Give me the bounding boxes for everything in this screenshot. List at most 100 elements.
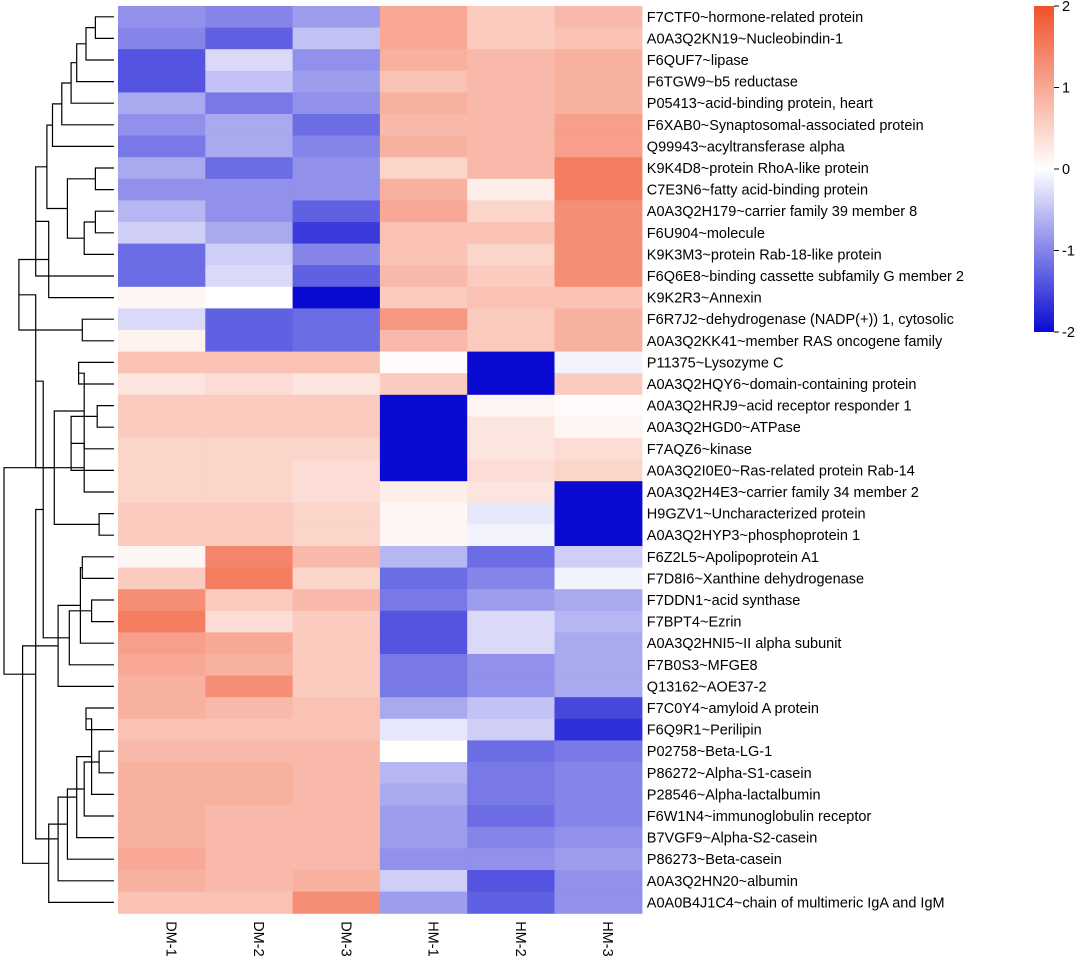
heatmap-cell: [554, 610, 643, 633]
row-label: P05413~acid-binding protein, heart: [647, 96, 873, 112]
row-label: K9K3M3~protein Rab-18-like protein: [647, 247, 882, 263]
dendrogram-branch: [35, 508, 59, 840]
heatmap-cell: [467, 351, 556, 374]
heatmap-cell: [554, 286, 643, 309]
dendrogram-branch: [66, 788, 114, 860]
heatmap-cell: [379, 330, 468, 353]
heatmap-cell: [467, 92, 556, 115]
heatmap-cell: [467, 135, 556, 158]
row-label: P86272~Alpha-S1-casein: [647, 766, 812, 782]
heatmap-cell: [205, 178, 294, 201]
heatmap-cell: [467, 394, 556, 417]
heatmap-cell: [467, 870, 556, 893]
heatmap-cell: [118, 438, 206, 461]
heatmap-cell: [205, 459, 294, 482]
heatmap-cell: [379, 27, 468, 50]
heatmap-cell: [554, 826, 643, 849]
heatmap-cell: [554, 481, 643, 504]
heatmap-cell: [292, 222, 381, 245]
heatmap-cell: [118, 654, 206, 677]
heatmap-cell: [118, 632, 206, 655]
heatmap-cell: [554, 632, 643, 655]
heatmap-cell: [118, 330, 206, 353]
heatmap-cell: [118, 459, 206, 482]
heatmap-cell: [205, 265, 294, 288]
heatmap-cell: [379, 6, 468, 29]
row-label: F6Z2L5~Apolipoprotein A1: [647, 550, 819, 566]
heatmap-cell: [379, 675, 468, 698]
row-label: B7VGF9~Alpha-S2-casein: [647, 831, 817, 847]
heatmap-cell: [292, 308, 381, 331]
heatmap-cell: [554, 718, 643, 741]
heatmap-cell: [205, 6, 294, 29]
row-label: A0A3Q2I0E0~Ras-related protein Rab-14: [647, 463, 915, 479]
heatmap-cell: [118, 286, 206, 309]
heatmap-cell: [467, 675, 556, 698]
heatmap-cell: [292, 654, 381, 677]
row-label: P28546~Alpha-lactalbumin: [647, 787, 821, 803]
heatmap-cell: [379, 351, 468, 374]
row-label: A0A0B4J1C4~chain of multimeric IgA and I…: [647, 895, 945, 911]
heatmap-cell: [205, 27, 294, 50]
heatmap-cell: [379, 308, 468, 331]
heatmap-cell: [554, 243, 643, 266]
row-label: K9K4D8~protein RhoA-like protein: [647, 161, 869, 177]
heatmap-cell: [205, 524, 294, 547]
heatmap-cell: [118, 481, 206, 504]
heatmap-cell: [205, 438, 294, 461]
dendrogram-branch: [91, 599, 114, 623]
heatmap-cell: [205, 114, 294, 137]
heatmap-cell: [292, 265, 381, 288]
heatmap-cell: [467, 27, 556, 50]
heatmap-cell: [205, 200, 294, 223]
heatmap-cell: [467, 632, 556, 655]
dendrogram-branch: [98, 513, 114, 536]
heatmap-cell: [379, 567, 468, 590]
heatmap-cell: [205, 567, 294, 590]
color-scale-legend: 2 1 0 -1 -2: [1034, 0, 1075, 341]
heatmap-cell: [467, 265, 556, 288]
row-label: C7E3N6~fatty acid-binding protein: [647, 183, 868, 199]
heatmap-cell: [467, 200, 556, 223]
heatmap-cell: [554, 697, 643, 720]
dendrogram-branch: [81, 556, 114, 579]
row-label: P11375~Lysozyme C: [647, 355, 784, 371]
heatmap-cell: [118, 416, 206, 439]
dendrogram-branch: [96, 405, 114, 428]
heatmap-cell: [554, 762, 643, 785]
heatmap-cell: [554, 222, 643, 245]
heatmap-cell: [205, 330, 294, 353]
heatmap-cell: [379, 178, 468, 201]
heatmap-cell: [118, 27, 206, 50]
heatmap-cell: [292, 805, 381, 828]
heatmap-cell: [379, 762, 468, 785]
heatmap-cell: [292, 243, 381, 266]
heatmap-cell: [554, 567, 643, 590]
heatmap-cell: [292, 524, 381, 547]
heatmap-cell: [292, 848, 381, 871]
heatmap-cell: [467, 49, 556, 72]
heatmap-cell: [205, 286, 294, 309]
heatmap-cell: [379, 826, 468, 849]
heatmap-cell: [379, 783, 468, 806]
dendrogram-branch: [70, 62, 114, 104]
heatmap-cell: [554, 308, 643, 331]
heatmap-cell: [467, 157, 556, 180]
heatmap-cell: [379, 805, 468, 828]
dendrogram-branch: [94, 210, 114, 234]
heatmap-cell: [467, 567, 556, 590]
heatmap-cell: [379, 632, 468, 655]
row-label: F7D8I6~Xanthine dehydrogenase: [647, 571, 864, 587]
heatmap-cell: [118, 567, 206, 590]
heatmap-cell: [379, 286, 468, 309]
heatmap-cell: [379, 265, 468, 288]
heatmap-cell: [467, 654, 556, 677]
heatmap-cell: [467, 826, 556, 849]
heatmap-cell: [118, 265, 206, 288]
heatmap-cell: [205, 697, 294, 720]
heatmap-cell: [554, 783, 643, 806]
scale-tick-label: 1: [1062, 81, 1070, 97]
heatmap-cell: [205, 675, 294, 698]
heatmap-cell: [292, 416, 381, 439]
